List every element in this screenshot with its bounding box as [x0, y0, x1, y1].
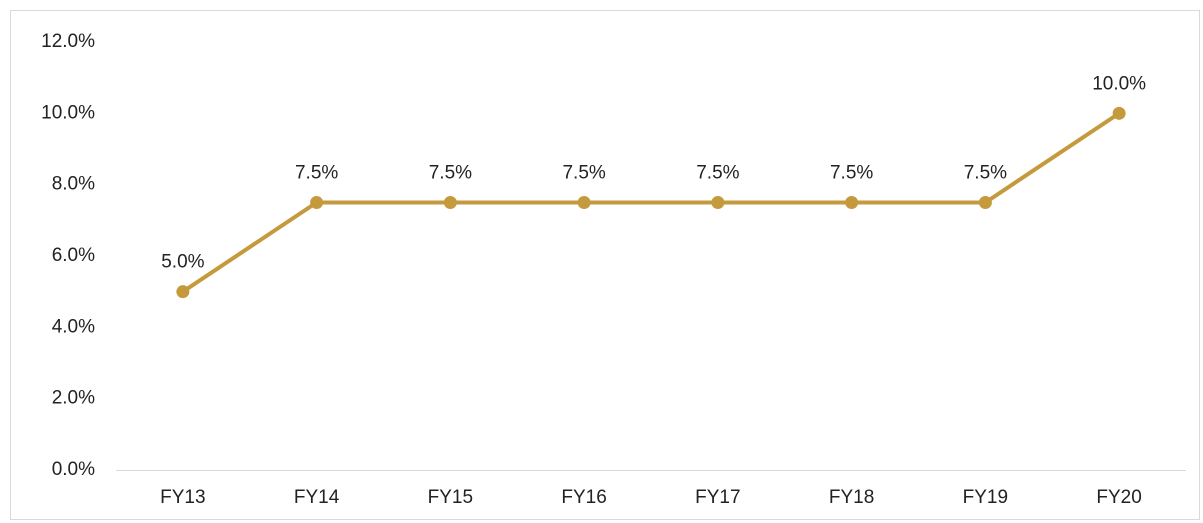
y-tick-label: 0.0% [52, 459, 95, 480]
data-label: 5.0% [161, 252, 204, 273]
x-tick-label: FY15 [428, 487, 473, 508]
x-tick-label: FY13 [160, 487, 205, 508]
data-label: 7.5% [429, 163, 472, 184]
y-tick-label: 6.0% [52, 245, 95, 266]
y-tick-label: 10.0% [41, 102, 95, 123]
data-label: 7.5% [696, 163, 739, 184]
x-tick-label: FY14 [294, 487, 340, 508]
point [845, 196, 859, 209]
y-tick-label: 8.0% [52, 174, 95, 195]
point [711, 196, 725, 209]
data-label: 10.0% [1092, 73, 1146, 94]
y-tick-label: 4.0% [52, 316, 95, 337]
y-tick-label: 12.0% [41, 31, 95, 52]
x-tick-label: FY16 [561, 487, 606, 508]
point [577, 196, 591, 209]
x-tick-label: FY17 [695, 487, 740, 508]
point [978, 196, 992, 209]
x-tick-label: FY20 [1096, 487, 1141, 508]
data-label: 7.5% [830, 163, 873, 184]
x-tick-label: FY19 [963, 487, 1008, 508]
point [176, 285, 190, 299]
point [443, 196, 457, 209]
y-tick-label: 2.0% [52, 388, 95, 409]
chart-frame [10, 10, 1200, 520]
data-label: 7.5% [562, 163, 605, 184]
x-tick-label: FY18 [829, 487, 874, 508]
line [181, 111, 1121, 294]
point [310, 196, 324, 209]
point [1112, 106, 1126, 120]
data-label: 7.5% [295, 163, 338, 184]
data-label: 7.5% [964, 163, 1007, 184]
